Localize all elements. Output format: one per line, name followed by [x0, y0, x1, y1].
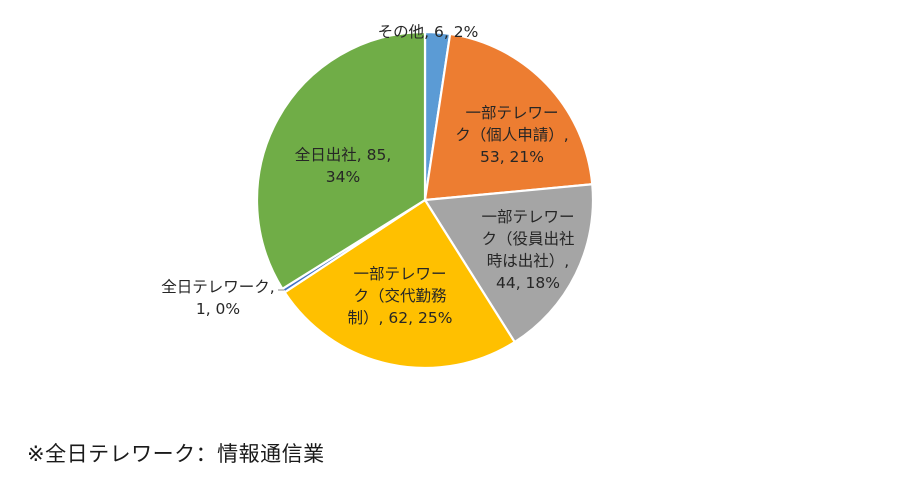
pie-chart: その他, 6, 2% 一部テレワー ク（個人申請）, 53, 21% 一部テレワー … [161, 23, 595, 370]
slice-label: 全日出社, 85, 34% [294, 146, 392, 186]
pie-slice [255, 30, 427, 290]
slice-label: 全日テレワーク, 1, 0% [161, 278, 275, 318]
slice-label: 一部テレワー ク（交代勤務 制）, 62, 25% [347, 265, 453, 327]
slice-label: 一部テレワー ク（役員出社 時は出社）, 44, 18% [481, 208, 575, 292]
pie-slice [423, 183, 595, 344]
pie-slice [283, 198, 516, 370]
footnote: ※全日テレワーク：情報通信業 [27, 442, 325, 466]
pie-graphic [255, 30, 595, 370]
slice-label: その他, 6, 2% [377, 23, 479, 41]
slice-label: 一部テレワー ク（個人申請）, 53, 21% [455, 104, 569, 166]
pie-slice [423, 32, 594, 202]
